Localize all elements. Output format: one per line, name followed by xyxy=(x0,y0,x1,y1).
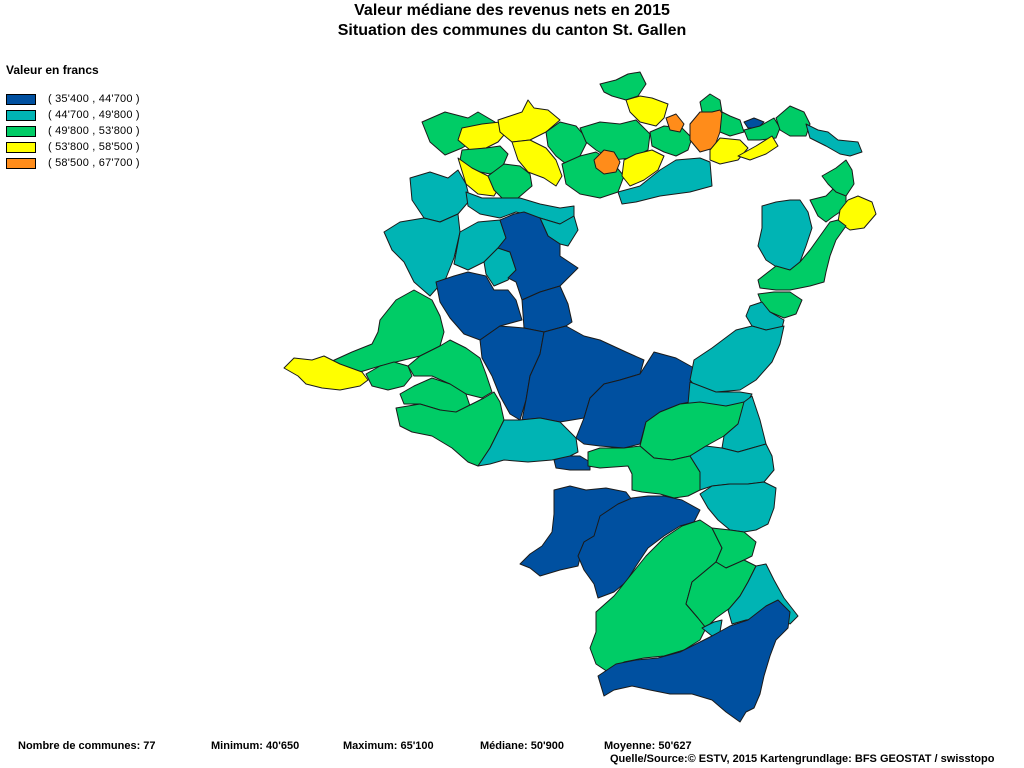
legend-label: ( 44'700 , 49'800 ) xyxy=(48,109,140,121)
commune-region[interactable] xyxy=(757,199,813,271)
commune-region[interactable] xyxy=(409,169,471,223)
commune-region[interactable] xyxy=(701,619,723,637)
commune-region[interactable] xyxy=(665,113,685,133)
commune-region[interactable] xyxy=(775,105,811,137)
legend-label: ( 58'500 , 67'700 ) xyxy=(48,157,140,169)
legend-label: ( 53'800 , 58'500 ) xyxy=(48,141,140,153)
commune-region[interactable] xyxy=(617,157,713,205)
legend: Valeur en francs ( 35'400 , 44'700 ) ( 4… xyxy=(6,63,140,171)
commune-region[interactable] xyxy=(743,117,781,141)
legend-item: ( 35'400 , 44'700 ) xyxy=(6,91,140,107)
legend-item: ( 44'700 , 49'800 ) xyxy=(6,107,140,123)
stat-minimum: Minimum: 40'650 xyxy=(211,740,300,752)
legend-label: ( 49'800 , 53'800 ) xyxy=(48,125,140,137)
commune-region[interactable] xyxy=(593,149,621,175)
legend-swatch-teal xyxy=(6,109,36,121)
commune-region[interactable] xyxy=(597,599,791,723)
commune-region[interactable] xyxy=(511,139,563,187)
commune-region[interactable] xyxy=(711,527,757,569)
legend-item: ( 49'800 , 53'800 ) xyxy=(6,123,140,139)
commune-region[interactable] xyxy=(587,445,701,499)
commune-region[interactable] xyxy=(621,149,665,187)
commune-region[interactable] xyxy=(699,481,777,533)
legend-swatch-yellow xyxy=(6,141,36,153)
commune-region[interactable] xyxy=(689,325,785,393)
commune-region[interactable] xyxy=(719,111,745,137)
stat-maximum: Maximum: 65'100 xyxy=(343,740,434,752)
commune-region[interactable] xyxy=(821,159,855,197)
commune-region[interactable] xyxy=(737,135,779,161)
stat-mean: Moyenne: 50'627 xyxy=(604,740,692,752)
commune-region[interactable] xyxy=(283,355,369,391)
commune-region[interactable] xyxy=(497,99,561,143)
commune-region[interactable] xyxy=(577,495,701,599)
legend-swatch-dark-blue xyxy=(6,93,36,105)
legend-label: ( 35'400 , 44'700 ) xyxy=(48,93,140,105)
commune-region[interactable] xyxy=(487,163,533,199)
commune-region[interactable] xyxy=(407,339,493,399)
commune-region[interactable] xyxy=(625,95,669,127)
commune-region[interactable] xyxy=(757,219,847,291)
legend-item: ( 58'500 , 67'700 ) xyxy=(6,155,140,171)
commune-region[interactable] xyxy=(329,289,445,373)
commune-region[interactable] xyxy=(365,361,413,391)
commune-region[interactable] xyxy=(477,417,579,467)
commune-region[interactable] xyxy=(599,71,647,101)
legend-item: ( 53'800 , 58'500 ) xyxy=(6,139,140,155)
commune-region[interactable] xyxy=(383,213,461,297)
commune-region[interactable] xyxy=(435,271,523,341)
map-title: Valeur médiane des revenus nets en 2015 xyxy=(354,2,670,19)
commune-region[interactable] xyxy=(457,121,511,151)
commune-region[interactable] xyxy=(805,123,863,157)
legend-title: Valeur en francs xyxy=(6,63,99,77)
source-credit: Quelle/Source:© ESTV, 2015 Kartengrundla… xyxy=(610,753,995,765)
commune-region[interactable] xyxy=(579,119,651,161)
map-subtitle: Situation des communes du canton St. Gal… xyxy=(337,22,687,39)
legend-swatch-green xyxy=(6,125,36,137)
commune-region[interactable] xyxy=(689,443,775,491)
stat-commune-count: Nombre de communes: 77 xyxy=(18,740,156,752)
stat-median: Médiane: 50'900 xyxy=(480,740,564,752)
legend-swatch-orange xyxy=(6,157,36,169)
